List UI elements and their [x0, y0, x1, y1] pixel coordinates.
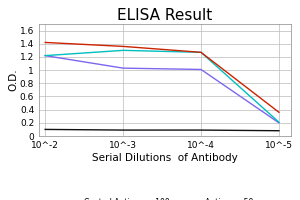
Antigen= 10ng — [44, 54, 47, 57]
Antigen= 100ng — [199, 51, 203, 54]
X-axis label: Serial Dilutions  of Antibody: Serial Dilutions of Antibody — [92, 153, 238, 163]
Antigen= 50ng — [44, 54, 47, 57]
Control Antigen = 100ng — [277, 130, 281, 132]
Antigen= 10ng — [277, 122, 281, 124]
Legend: Control Antigen = 100ng, Antigen= 10ng, Antigen= 50ng, Antigen= 100ng: Control Antigen = 100ng, Antigen= 10ng, … — [62, 198, 268, 200]
Y-axis label: O.D.: O.D. — [8, 69, 18, 91]
Antigen= 100ng — [44, 41, 47, 44]
Control Antigen = 100ng — [199, 129, 203, 131]
Antigen= 10ng — [199, 68, 203, 71]
Line: Antigen= 100ng: Antigen= 100ng — [45, 42, 279, 112]
Line: Control Antigen = 100ng: Control Antigen = 100ng — [45, 129, 279, 131]
Antigen= 50ng — [277, 121, 281, 123]
Antigen= 100ng — [121, 45, 125, 48]
Control Antigen = 100ng — [44, 128, 47, 131]
Antigen= 100ng — [277, 111, 281, 113]
Antigen= 50ng — [121, 49, 125, 52]
Title: ELISA Result: ELISA Result — [117, 8, 213, 23]
Antigen= 10ng — [121, 67, 125, 69]
Line: Antigen= 50ng: Antigen= 50ng — [45, 50, 279, 122]
Line: Antigen= 10ng: Antigen= 10ng — [45, 56, 279, 123]
Antigen= 50ng — [199, 51, 203, 54]
Control Antigen = 100ng — [121, 129, 125, 131]
